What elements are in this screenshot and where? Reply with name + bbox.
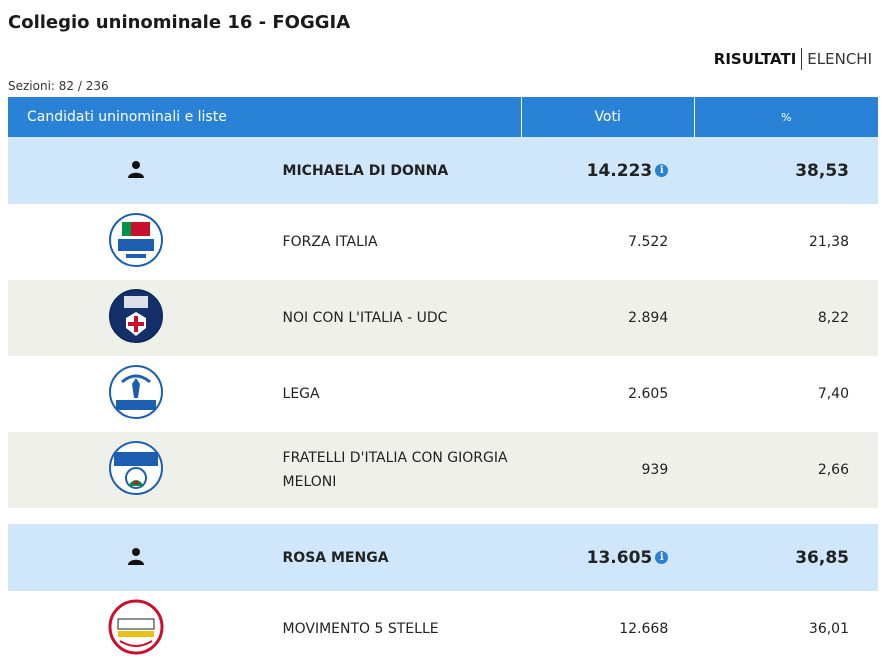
lega-logo: [8, 356, 265, 432]
tab-risultati[interactable]: RISULTATI: [713, 50, 797, 68]
list-name: MOVIMENTO 5 STELLE: [282, 621, 439, 637]
list-name: LEGA: [282, 386, 320, 402]
candidate-votes: 13.605 i: [521, 524, 694, 591]
group-spacer: [8, 508, 878, 524]
table-header: Candidati uninominali e liste Voti %: [8, 97, 878, 137]
list-name: FRATELLI D'ITALIA CON GIORGIA MELONI: [282, 450, 508, 490]
list-row: FRATELLI D'ITALIA CON GIORGIA MELONI 939…: [8, 432, 878, 508]
list-votes: 7.522: [628, 234, 669, 250]
forza-italia-logo: [8, 204, 265, 280]
sections-counter: Sezioni: 82 / 236: [8, 79, 109, 93]
list-votes: 12.668: [619, 621, 669, 637]
list-row: NOI CON L'ITALIA - UDC 2.894 8,22: [8, 280, 878, 356]
header-votes: Voti: [520, 97, 695, 137]
info-icon[interactable]: i: [655, 551, 669, 564]
noi-con-italia-logo: [8, 280, 265, 356]
list-votes: 2.894: [628, 310, 669, 326]
list-row: LEGA 2.605 7,40: [8, 356, 878, 432]
fratelli-italia-logo: [8, 432, 265, 508]
list-pct: 21,38: [808, 234, 849, 250]
list-pct: 8,22: [817, 310, 849, 326]
view-switcher: RISULTATI ELENCHI: [714, 48, 872, 70]
header-pct: %: [693, 97, 878, 137]
person-icon: [8, 137, 265, 204]
candidate-row[interactable]: MICHAELA DI DONNA 14.223 i 38,53: [8, 137, 878, 204]
page-title: Collegio uninominale 16 - FOGGIA: [8, 12, 351, 33]
list-name: NOI CON L'ITALIA - UDC: [282, 310, 448, 326]
candidate-name: ROSA MENGA: [282, 549, 389, 566]
info-icon[interactable]: i: [655, 164, 669, 177]
candidate-row[interactable]: ROSA MENGA 13.605 i 36,85: [8, 524, 878, 591]
tab-elenchi[interactable]: ELENCHI: [807, 50, 872, 68]
person-icon: [8, 524, 265, 591]
candidate-pct: 36,85: [795, 547, 849, 568]
candidate-name: MICHAELA DI DONNA: [282, 162, 449, 179]
results-table: Candidati uninominali e liste Voti % MIC…: [8, 97, 878, 667]
list-row: FORZA ITALIA 7.522 21,38: [8, 204, 878, 280]
list-pct: 2,66: [817, 462, 849, 478]
candidate-votes: 14.223 i: [521, 137, 694, 204]
tab-divider: [801, 48, 803, 70]
header-candidates: Candidati uninominali e liste: [8, 97, 522, 137]
list-name: FORZA ITALIA: [282, 234, 378, 250]
list-row: MOVIMENTO 5 STELLE 12.668 36,01: [8, 591, 878, 667]
list-votes: 939: [641, 462, 669, 478]
candidate-pct: 38,53: [795, 160, 849, 181]
list-votes: 2.605: [628, 386, 669, 402]
list-pct: 7,40: [817, 386, 849, 402]
movimento-5-stelle-logo: [8, 591, 265, 667]
list-pct: 36,01: [808, 621, 849, 637]
